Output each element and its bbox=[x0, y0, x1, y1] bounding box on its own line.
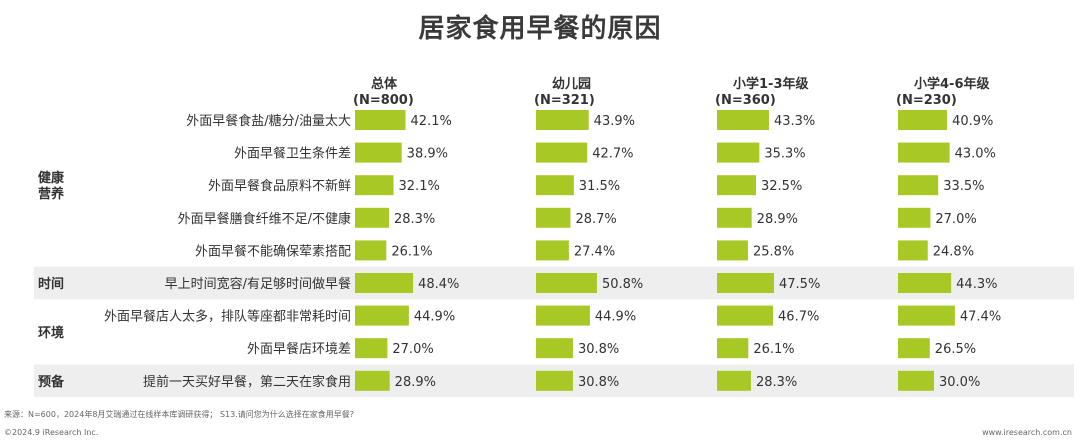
bar bbox=[898, 142, 950, 163]
bar bbox=[355, 273, 414, 293]
bar bbox=[355, 207, 389, 228]
data-label: 24.8% bbox=[933, 244, 974, 259]
series-n-1: (N=321) bbox=[534, 93, 595, 108]
data-label: 27.0% bbox=[935, 212, 976, 227]
category-label: 外面早餐不能确保荤素搭配 bbox=[195, 243, 351, 259]
series-header-2: 小学1-3年级 bbox=[733, 76, 809, 92]
bar bbox=[898, 240, 928, 261]
bar bbox=[355, 370, 390, 391]
bar bbox=[536, 207, 571, 228]
data-label: 26.1% bbox=[753, 342, 794, 357]
data-label: 33.5% bbox=[943, 179, 984, 194]
data-label: 47.5% bbox=[779, 277, 820, 292]
data-label: 46.7% bbox=[778, 310, 819, 325]
source-note: 来源：N=600，2024年8月艾瑞通过在线样本库调研获得； S13.请问您为什… bbox=[4, 410, 354, 419]
bar bbox=[717, 142, 760, 163]
series-n-3: (N=230) bbox=[896, 93, 957, 108]
data-label: 28.7% bbox=[575, 212, 616, 227]
data-label: 44.3% bbox=[956, 277, 997, 292]
bar bbox=[898, 370, 934, 391]
data-label: 47.4% bbox=[960, 310, 1001, 325]
category-label: 外面早餐膳食纤维不足/不健康 bbox=[178, 211, 351, 227]
bar bbox=[898, 305, 955, 326]
bar bbox=[536, 338, 573, 359]
bar bbox=[536, 110, 589, 130]
data-label: 32.5% bbox=[761, 179, 802, 194]
chart-title: 居家食用早餐的原因 bbox=[418, 14, 662, 44]
bar bbox=[355, 142, 402, 163]
bar bbox=[717, 207, 752, 228]
bar bbox=[536, 175, 574, 196]
series-header-0: 总体 bbox=[371, 76, 398, 92]
data-label: 44.9% bbox=[595, 310, 636, 325]
copyright-note: ©2024.9 iResearch Inc. bbox=[4, 428, 99, 437]
data-label: 27.4% bbox=[574, 244, 615, 259]
category-label: 早上时间宽容/有足够时间做早餐 bbox=[165, 276, 351, 292]
bar bbox=[536, 240, 569, 261]
bar bbox=[355, 175, 394, 196]
category-label: 外面早餐食盐/糖分/油量太大 bbox=[186, 113, 351, 129]
bar bbox=[355, 305, 409, 326]
data-label: 42.7% bbox=[592, 147, 633, 162]
data-label: 28.3% bbox=[756, 375, 797, 390]
data-label: 43.0% bbox=[955, 147, 996, 162]
data-label: 50.8% bbox=[602, 277, 643, 292]
category-label: 外面早餐卫生条件差 bbox=[234, 146, 351, 162]
bar bbox=[717, 273, 774, 293]
category-label: 外面早餐食品原料不新鲜 bbox=[208, 178, 351, 194]
data-label: 25.8% bbox=[753, 244, 794, 259]
group-label: 时间 bbox=[38, 276, 64, 292]
data-label: 43.3% bbox=[774, 114, 815, 129]
bar bbox=[536, 273, 597, 293]
data-label: 40.9% bbox=[952, 114, 993, 129]
data-label: 44.9% bbox=[414, 310, 455, 325]
data-label: 30.0% bbox=[939, 375, 980, 390]
data-label: 42.1% bbox=[411, 114, 452, 129]
series-n-2: (N=360) bbox=[715, 93, 776, 108]
bar bbox=[536, 305, 590, 326]
group-label: 环境 bbox=[38, 325, 64, 341]
bar bbox=[898, 175, 939, 196]
bar bbox=[898, 273, 952, 293]
category-label: 外面早餐店环境差 bbox=[247, 341, 351, 357]
bar bbox=[717, 305, 774, 326]
bar bbox=[355, 240, 387, 261]
group-label: 健康 bbox=[38, 170, 65, 186]
bar bbox=[717, 110, 769, 130]
data-label: 28.9% bbox=[757, 212, 798, 227]
data-label: 30.8% bbox=[578, 375, 619, 390]
data-label: 43.9% bbox=[594, 114, 635, 129]
bar bbox=[717, 175, 756, 196]
series-n-0: (N=800) bbox=[353, 93, 414, 108]
data-label: 30.8% bbox=[578, 342, 619, 357]
data-label: 32.1% bbox=[399, 179, 440, 194]
data-label: 26.1% bbox=[391, 244, 432, 259]
series-header-1: 幼儿园 bbox=[552, 76, 591, 92]
bar bbox=[536, 370, 573, 391]
bar bbox=[898, 110, 948, 130]
data-label: 26.5% bbox=[935, 342, 976, 357]
data-label: 35.3% bbox=[764, 147, 805, 162]
data-label: 27.0% bbox=[392, 342, 433, 357]
category-label: 提前一天买好早餐，第二天在家食用 bbox=[143, 374, 351, 390]
data-label: 31.5% bbox=[579, 179, 620, 194]
group-label: 营养 bbox=[38, 186, 65, 202]
bar bbox=[717, 240, 748, 261]
data-label: 28.9% bbox=[395, 375, 436, 390]
series-header-3: 小学4-6年级 bbox=[914, 76, 990, 92]
website-note: www.iresearch.com.cn bbox=[982, 428, 1072, 437]
bar bbox=[717, 370, 751, 391]
bar bbox=[355, 338, 388, 359]
data-label: 48.4% bbox=[418, 277, 459, 292]
bar bbox=[898, 207, 931, 228]
data-label: 38.9% bbox=[407, 147, 448, 162]
bar bbox=[717, 338, 749, 359]
category-label: 外面早餐店人太多，排队等座都非常耗时间 bbox=[104, 309, 351, 325]
bar bbox=[536, 142, 588, 163]
group-label: 预备 bbox=[38, 374, 65, 390]
data-label: 28.3% bbox=[394, 212, 435, 227]
bar bbox=[898, 338, 930, 359]
bar bbox=[355, 110, 406, 130]
